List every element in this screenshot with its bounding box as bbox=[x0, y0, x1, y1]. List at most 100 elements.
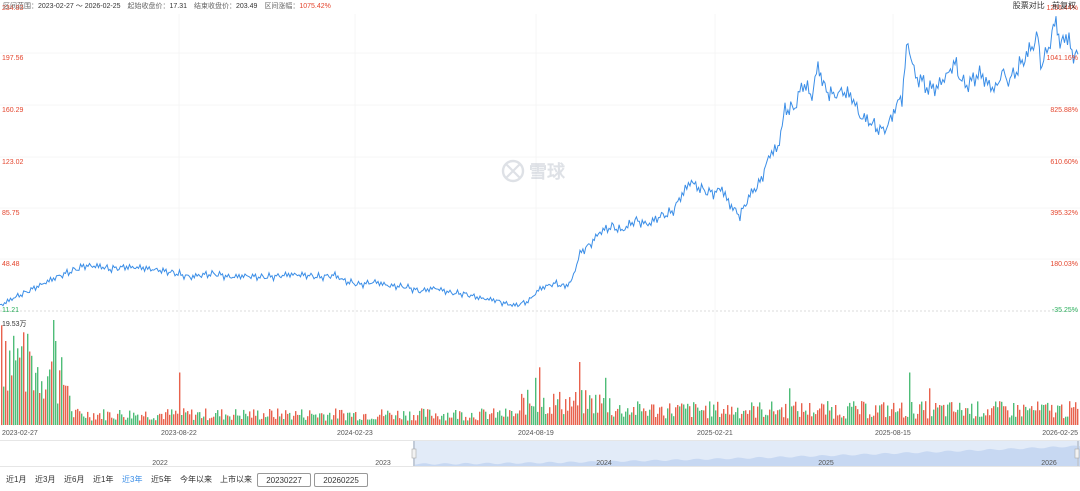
volume-bar bbox=[9, 350, 11, 425]
volume-bar bbox=[403, 411, 405, 425]
volume-bar bbox=[535, 377, 537, 426]
volume-bar bbox=[965, 408, 967, 425]
volume-bar bbox=[695, 404, 697, 425]
volume-bar bbox=[967, 408, 969, 425]
adjust-mode-button[interactable]: 前复权 bbox=[1052, 1, 1076, 10]
volume-bar bbox=[615, 411, 617, 425]
volume-bar bbox=[995, 401, 997, 425]
volume-bar bbox=[331, 419, 333, 425]
volume-bar bbox=[489, 414, 491, 425]
end-date-input[interactable] bbox=[314, 473, 368, 487]
volume-bar bbox=[355, 412, 357, 425]
volume-bar bbox=[297, 414, 299, 425]
navigator-right-handle[interactable] bbox=[1074, 441, 1080, 466]
volume-bar bbox=[933, 409, 935, 425]
volume-bar bbox=[771, 401, 773, 425]
volume-bar bbox=[603, 398, 605, 425]
volume-bar bbox=[311, 413, 313, 425]
volume-bar bbox=[481, 408, 483, 425]
volume-bar bbox=[183, 408, 185, 425]
volume-bar bbox=[29, 351, 31, 425]
volume-bar bbox=[519, 410, 521, 425]
volume-bar bbox=[579, 362, 581, 425]
volume-bar bbox=[309, 410, 311, 425]
range-ytd[interactable]: 今年以来 bbox=[180, 475, 212, 484]
range-since-listing[interactable]: 上市以来 bbox=[220, 475, 252, 484]
range-3y[interactable]: 近3年 bbox=[122, 475, 143, 484]
volume-bar bbox=[875, 405, 877, 425]
volume-bar bbox=[225, 414, 227, 425]
volume-bar bbox=[931, 416, 933, 425]
range-value: 2023-02-27 ～ 2026-02-25 bbox=[38, 3, 121, 10]
volume-bar bbox=[605, 377, 607, 426]
volume-bar bbox=[285, 410, 287, 425]
volume-bar bbox=[483, 409, 485, 425]
range-selector: 近1月 近3月 近6月 近1年 近3年 近5年 今年以来 上市以来 bbox=[0, 471, 1080, 489]
volume-bar bbox=[137, 414, 139, 425]
volume-bar bbox=[909, 372, 911, 425]
volume-bar bbox=[1027, 410, 1029, 425]
x-tick-label: 2023-02-27 bbox=[2, 430, 38, 437]
navigator-left-handle[interactable] bbox=[411, 441, 417, 466]
volume-bar bbox=[421, 408, 423, 425]
volume-bar bbox=[329, 412, 331, 425]
volume-bar bbox=[119, 410, 121, 425]
snowball-logo-icon bbox=[501, 159, 525, 183]
volume-bar bbox=[425, 416, 427, 425]
volume-bar bbox=[1071, 407, 1073, 425]
volume-bar bbox=[263, 413, 265, 425]
volume-bar bbox=[233, 414, 235, 425]
volume-bar bbox=[393, 419, 395, 425]
range-1m[interactable]: 近1月 bbox=[6, 475, 27, 484]
volume-bar bbox=[963, 415, 965, 425]
volume-bar bbox=[105, 420, 107, 425]
range-6m[interactable]: 近6月 bbox=[64, 475, 85, 484]
volume-bar bbox=[347, 412, 349, 425]
volume-bar bbox=[337, 418, 339, 425]
volume-bar bbox=[823, 404, 825, 425]
volume-bar bbox=[1015, 416, 1017, 425]
volume-bar bbox=[743, 410, 745, 425]
volume-bar bbox=[927, 418, 929, 425]
volume-bar bbox=[769, 409, 771, 425]
volume-bar bbox=[943, 404, 945, 425]
y-pct-tick-label: 610.60% bbox=[1050, 159, 1078, 166]
volume-bar bbox=[365, 413, 367, 425]
volume-bar bbox=[913, 413, 915, 425]
volume-bar bbox=[1033, 410, 1035, 425]
price-chart[interactable]: 雪球 234.83 1256.44% 197.56 1041.16% 160.29 825… bbox=[0, 0, 1080, 440]
navigator-year-label: 2025 bbox=[818, 460, 834, 466]
stock-compare-button[interactable]: 股票对比 bbox=[1012, 1, 1045, 10]
volume-bar bbox=[125, 419, 127, 425]
range-navigator[interactable]: 2022 2023 2024 2025 2026 bbox=[0, 440, 1080, 467]
volume-bar bbox=[575, 392, 577, 425]
volume-bar bbox=[411, 420, 413, 425]
volume-bar bbox=[1049, 410, 1051, 425]
volume-bar bbox=[1019, 409, 1021, 425]
start-date-input[interactable] bbox=[257, 473, 311, 487]
volume-bar bbox=[1037, 401, 1039, 425]
volume-bar bbox=[727, 405, 729, 425]
range-summary: 区间范围：2023-02-27 ～ 2026-02-25 起始收盘价：17.31… bbox=[3, 2, 331, 12]
volume-bar bbox=[635, 414, 637, 425]
range-3m[interactable]: 近3月 bbox=[35, 475, 56, 484]
volume-bar bbox=[511, 411, 513, 425]
range-1y[interactable]: 近1年 bbox=[93, 475, 114, 484]
volume-bar bbox=[1061, 404, 1063, 425]
range-5y[interactable]: 近5年 bbox=[151, 475, 172, 484]
volume-bar bbox=[173, 414, 175, 425]
volume-bar bbox=[619, 405, 621, 425]
volume-bar bbox=[713, 404, 715, 425]
volume-bar bbox=[773, 411, 775, 425]
volume-bar bbox=[793, 405, 795, 425]
volume-bar bbox=[855, 405, 857, 425]
volume-bar bbox=[697, 407, 699, 425]
navigator-year-label: 2026 bbox=[1041, 460, 1057, 466]
volume-bar bbox=[863, 401, 865, 425]
volume-bar bbox=[171, 409, 173, 425]
volume-bar bbox=[1047, 402, 1049, 425]
volume-bar bbox=[869, 414, 871, 425]
volume-bar bbox=[397, 410, 399, 425]
volume-bar bbox=[33, 390, 35, 425]
volume-bar bbox=[497, 412, 499, 425]
